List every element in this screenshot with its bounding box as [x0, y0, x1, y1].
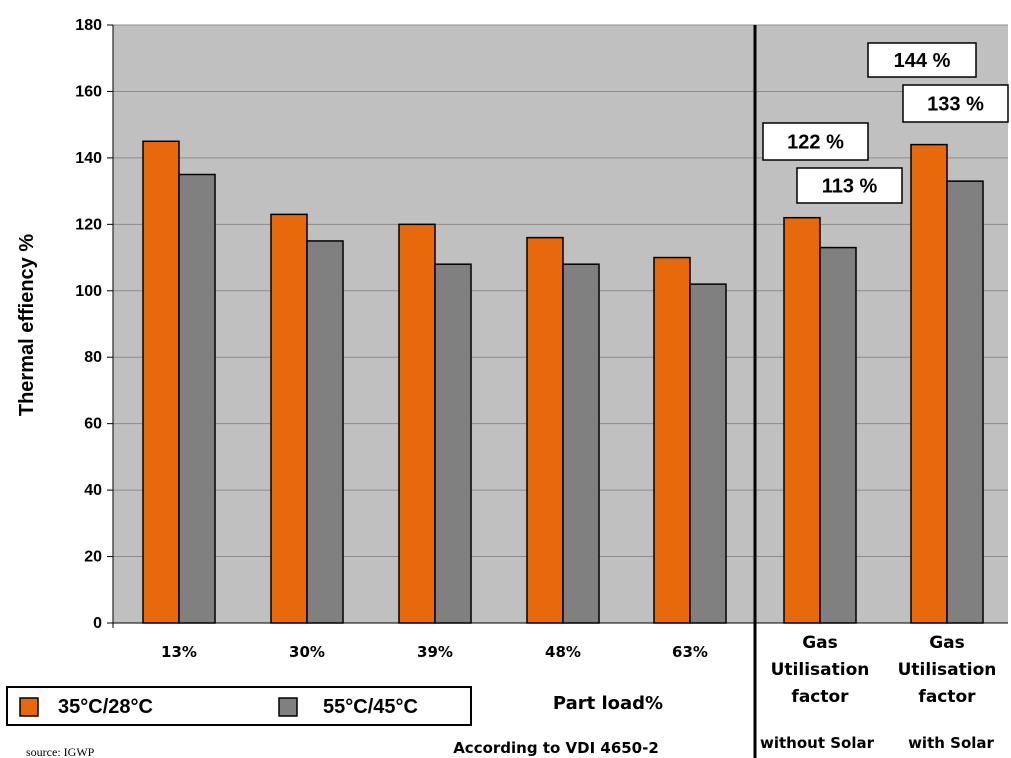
legend-swatch-orange — [19, 697, 39, 717]
callout-value: 133 % — [927, 94, 984, 116]
y-axis-label: Thermal effiency % — [16, 234, 38, 417]
category-labels: 13% 30% 39% 48% 63% Gas Utilisation factor Gas Ut… — [161, 633, 996, 707]
legend-label-55-45: 55°C/45°C — [323, 696, 418, 718]
y-tick-label: 80 — [84, 349, 102, 366]
category-label: Utilisation — [898, 660, 997, 680]
bar-gray — [306, 240, 344, 624]
legend-label-35-28: 35°C/28°C — [58, 696, 153, 718]
callout-box — [762, 122, 869, 161]
y-tick-label: 180 — [75, 17, 102, 34]
bar-gray — [178, 173, 216, 624]
category-label: 30% — [289, 643, 325, 661]
category-label: factor — [791, 687, 849, 707]
vdi-note: According to VDI 4650-2 — [453, 739, 659, 757]
bar-orange — [526, 236, 564, 624]
bar-orange — [270, 213, 308, 624]
legend-frame — [6, 686, 472, 726]
y-tick-label: 100 — [75, 283, 102, 300]
legend-swatch-gray — [278, 697, 298, 717]
bar-orange — [910, 143, 948, 624]
bar-gray — [946, 180, 984, 624]
callout-value: 113 % — [822, 176, 878, 198]
bar-gray — [689, 283, 727, 624]
category-label: factor — [918, 687, 976, 707]
bar-orange — [142, 140, 180, 624]
y-tick-label: 0 — [93, 615, 102, 632]
y-tick-label: 60 — [84, 416, 102, 433]
y-axis-ticks: 0 20 40 60 80 100 120 140 160 180 — [75, 17, 113, 632]
y-tick-label: 120 — [75, 216, 102, 233]
category-label: 13% — [161, 643, 197, 661]
bar-orange — [783, 216, 821, 624]
category-label: Gas — [929, 633, 965, 653]
y-tick-label: 40 — [84, 482, 102, 499]
without-solar-note: without Solar — [760, 734, 875, 752]
bar-gray — [819, 246, 857, 624]
callout-value: 144 % — [894, 50, 951, 72]
callout-box — [902, 84, 1009, 123]
bar-orange — [653, 256, 691, 624]
bar-orange — [398, 223, 436, 624]
category-label: Gas — [802, 633, 838, 653]
category-label: 48% — [545, 643, 581, 661]
category-label: Utilisation — [771, 660, 870, 680]
legend: 35°C/28°C 55°C/45°C — [6, 686, 472, 726]
category-label: 39% — [417, 643, 453, 661]
y-tick-label: 20 — [84, 549, 102, 566]
callout-value: 122 % — [787, 132, 844, 154]
bar-gray — [434, 263, 472, 624]
bar-gray — [562, 263, 600, 624]
bars — [142, 140, 984, 624]
category-label: 63% — [672, 643, 708, 661]
callout-box — [796, 167, 903, 204]
source-note: source: IGWP — [26, 745, 95, 758]
y-tick-label: 160 — [75, 83, 102, 100]
callout-box — [867, 42, 977, 78]
callouts: 122 % 113 % 144 % 133 % — [762, 42, 1009, 204]
with-solar-note: with Solar — [908, 734, 994, 752]
y-tick-label: 140 — [75, 150, 102, 167]
x-axis-label: Part load% — [553, 693, 663, 714]
